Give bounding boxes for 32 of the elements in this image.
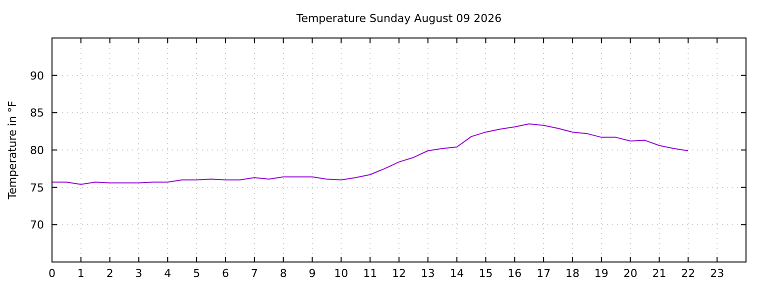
x-tick-label: 4 [164, 267, 172, 280]
line-series [52, 123, 689, 185]
x-tick-label: 19 [594, 267, 608, 280]
x-tick-label: 5 [193, 267, 200, 280]
x-tick-label: 14 [450, 267, 464, 280]
y-tick-label: 70 [30, 218, 44, 232]
x-tick-label: 21 [652, 267, 666, 280]
x-tick-label: 11 [363, 267, 378, 280]
x-tick-label: 20 [623, 267, 638, 280]
x-tick-label: 13 [420, 267, 435, 280]
y-tick-label: 90 [30, 69, 44, 82]
y-tick-label: 75 [30, 181, 44, 194]
x-tick-label: 0 [48, 267, 56, 280]
x-tick-label: 12 [392, 267, 406, 280]
x-tick-label: 23 [710, 267, 724, 280]
x-tick-label: 16 [508, 267, 522, 280]
x-tick-label: 18 [566, 267, 580, 280]
x-tick-label: 7 [250, 267, 258, 280]
x-tick-label: 3 [135, 267, 142, 280]
x-tick-label: 17 [536, 267, 551, 280]
chart-title: Temperature Sunday August 09 2026 [295, 12, 502, 25]
x-tick-label: 1 [77, 267, 84, 280]
x-tick-label: 22 [681, 267, 696, 280]
y-tick-label: 80 [30, 144, 44, 157]
x-tick-label: 9 [308, 267, 316, 280]
x-tick-label: 8 [280, 267, 287, 280]
y-tick-label: 85 [30, 106, 44, 120]
x-tick-label: 10 [334, 267, 348, 280]
x-tick-label: 6 [222, 267, 229, 280]
x-tick-label: 2 [106, 267, 114, 280]
y-axis-title: Temperature in °F [6, 100, 19, 200]
x-tick-label: 15 [478, 267, 493, 280]
